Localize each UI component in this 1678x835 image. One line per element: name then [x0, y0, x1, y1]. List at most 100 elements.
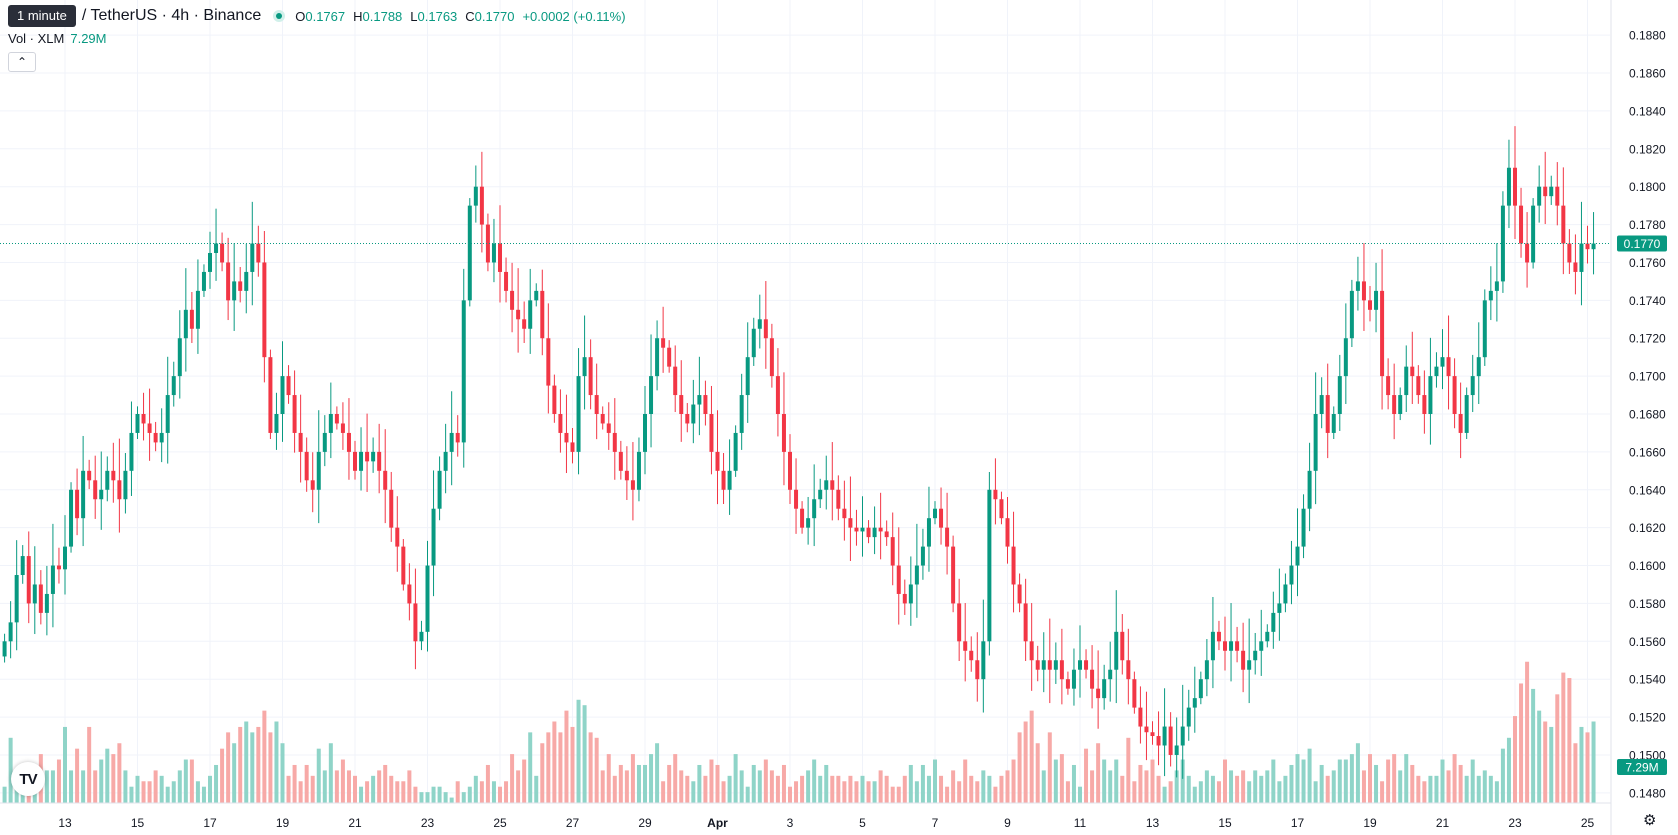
candle-body [1422, 395, 1427, 414]
candle-body [836, 489, 841, 509]
candle-body [926, 518, 931, 547]
volume-bar [800, 775, 805, 803]
volume-bar [1047, 732, 1052, 803]
volume-bar [1422, 781, 1427, 803]
candle-body [661, 338, 666, 348]
volume-bar [1216, 781, 1221, 803]
candle-body [794, 489, 799, 509]
candle-body [461, 300, 466, 443]
volume-bar [957, 781, 962, 803]
volume-bar [1428, 775, 1433, 803]
candle-body [389, 489, 394, 528]
candle-body [1102, 679, 1107, 699]
chevron-up-icon: ⌃ [16, 55, 28, 69]
volume-bar [1537, 710, 1542, 803]
candle-body [346, 432, 351, 452]
candle-body [1017, 584, 1022, 604]
time-tick-label: 21 [1436, 816, 1450, 830]
candle-body [963, 641, 968, 651]
candle-body [1506, 167, 1511, 206]
volume-bar [933, 759, 937, 803]
market-status-icon[interactable] [273, 10, 286, 22]
volume-bar [129, 786, 134, 803]
price-tick-label: 0.1520 [1629, 711, 1666, 725]
candle-body [479, 186, 484, 225]
candle-body [1325, 395, 1330, 433]
candle-body [1386, 376, 1391, 396]
candle-body [425, 565, 430, 632]
candle-body [969, 650, 974, 661]
candle-body [1446, 357, 1451, 377]
price-tick-label: 0.1640 [1629, 483, 1666, 497]
candle-body [1271, 612, 1276, 632]
volume-bar [1289, 764, 1294, 803]
candle-body [63, 546, 67, 570]
volume-bar [528, 732, 533, 803]
volume-bar [1349, 754, 1354, 803]
candle-body [1537, 186, 1542, 206]
volume-bar [467, 786, 472, 803]
candle-body [1265, 631, 1270, 642]
candle-body [377, 451, 382, 471]
candle-body [1059, 660, 1064, 680]
candle-body [552, 385, 557, 414]
volume-bar [679, 770, 684, 803]
candle-body [431, 508, 436, 566]
candle-body [340, 423, 345, 433]
candle-body [630, 480, 635, 490]
candle-body [1500, 205, 1505, 282]
candle-body [310, 480, 315, 490]
volume-bar [1555, 694, 1560, 803]
candle-body [1210, 631, 1215, 661]
volume-bar [189, 759, 194, 803]
volume-bar [491, 781, 496, 803]
collapse-legend-button[interactable]: ⌃ [8, 52, 36, 72]
gear-icon[interactable]: ⚙ [1643, 812, 1657, 829]
volume-bar [1114, 759, 1119, 803]
volume-bar [745, 786, 750, 803]
volume-bar [1585, 732, 1590, 803]
volume-bar [1386, 759, 1391, 803]
candle-body [8, 622, 13, 642]
candle-body [1192, 698, 1197, 708]
volume-bar [999, 775, 1004, 803]
volume-bar [1120, 775, 1125, 803]
volume-bar [510, 754, 515, 803]
price-tick-label: 0.1740 [1629, 294, 1666, 308]
volume-bar [250, 732, 255, 803]
volume-bar [1464, 775, 1469, 803]
volume-bar [334, 770, 339, 803]
candle-body [788, 451, 792, 490]
candle-body [1374, 290, 1379, 310]
close-value: 0.1770 [474, 8, 515, 24]
volume-bar [262, 710, 267, 803]
volume-bar [63, 726, 67, 803]
tradingview-logo[interactable]: TV [11, 762, 45, 796]
candle-body [449, 432, 454, 452]
symbol-title[interactable]: / TetherUS · 4h · Binance [81, 7, 262, 24]
volume-bar [177, 770, 182, 803]
volume-bar [1319, 764, 1324, 803]
candle-body [558, 414, 563, 433]
candle-body [1319, 395, 1324, 414]
volume-bar [220, 748, 225, 803]
candle-body [896, 565, 901, 594]
candle-body [1065, 679, 1070, 689]
volume-bar [1500, 748, 1505, 803]
volume-bar [183, 759, 188, 803]
volume-bar [812, 759, 817, 803]
candle-body [177, 338, 182, 377]
volume-bar [56, 759, 61, 803]
candle-body [1108, 669, 1113, 680]
candle-body [50, 565, 55, 594]
volume-bar [896, 786, 901, 803]
volume-bar [588, 732, 593, 803]
candle-body [141, 414, 146, 424]
candle-body [1120, 631, 1125, 661]
candle-body [1138, 707, 1143, 727]
candle-body [806, 518, 811, 528]
candle-body [280, 376, 285, 414]
